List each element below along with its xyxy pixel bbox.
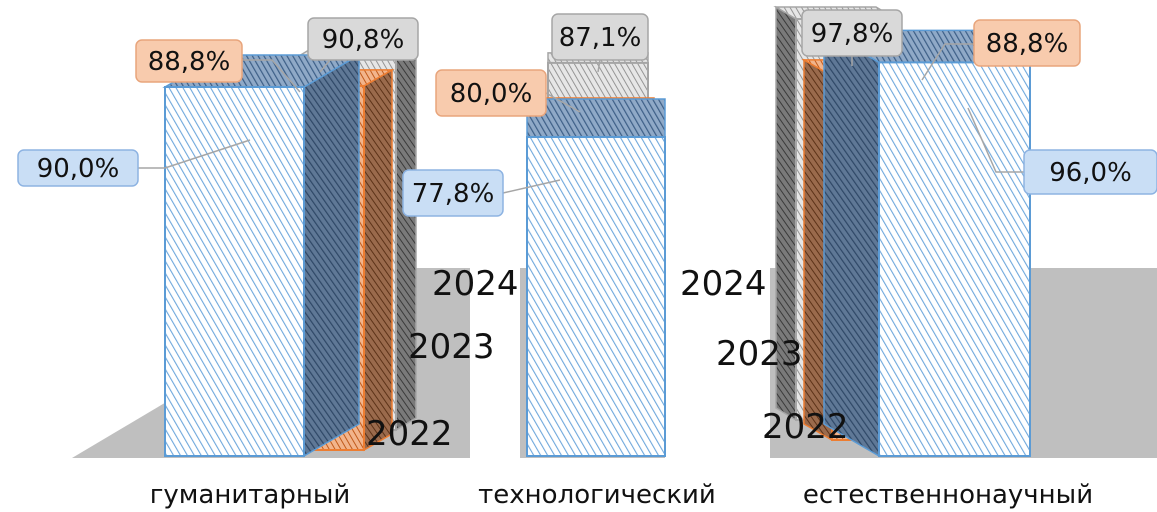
data-label-2022: 96,0%	[967, 107, 1157, 195]
data-label-text: 77,8%	[412, 179, 495, 209]
floor-gap	[470, 268, 520, 458]
bar-2022	[162, 53, 362, 458]
depth-label-left-2022: 2022	[366, 414, 453, 454]
floor-gap	[665, 268, 770, 458]
data-label-text: 90,8%	[322, 25, 405, 55]
data-label-box	[1023, 149, 1157, 195]
data-labels-layer: 90,0% 88,8% 90,8% 77,8% 80,0% 87,1% 96,0% 88,8%…	[17, 9, 1157, 217]
data-label-box	[402, 169, 504, 217]
bar-side	[823, 29, 880, 458]
category-label: технологический	[478, 480, 716, 510]
leader-line	[967, 107, 1024, 173]
leader-line	[242, 59, 301, 93]
bars-layer	[162, 5, 1033, 458]
bar-side	[303, 53, 360, 458]
data-label-box	[973, 19, 1081, 67]
data-label-box	[801, 9, 903, 57]
data-label-box	[551, 13, 649, 61]
data-label-text: 88,8%	[148, 47, 231, 77]
bar-2022	[526, 98, 666, 458]
depth-label-left-2024: 2024	[432, 264, 519, 304]
leader-line	[545, 92, 581, 113]
bar-front	[164, 86, 305, 457]
bar-2022	[821, 29, 1033, 458]
data-label-text: 97,8%	[811, 19, 894, 49]
category-labels-layer: гуманитарный технологический естественнона…	[150, 480, 1093, 510]
data-label-2024: 97,8%	[801, 9, 903, 66]
depth-label-right-2023: 2023	[716, 334, 803, 374]
depth-labels-layer: 2024 2023 2022 2024 2023 2022	[366, 264, 849, 454]
leader-line	[319, 59, 331, 73]
data-label-text: 87,1%	[559, 23, 642, 53]
data-label-2022: 77,8%	[402, 169, 561, 217]
leader-line	[597, 59, 601, 73]
depth-label-left-2023: 2023	[408, 327, 495, 367]
data-label-text: 90,0%	[37, 154, 120, 184]
data-label-2023: 88,8%	[135, 39, 301, 93]
leader-line	[502, 179, 561, 194]
data-label-box	[307, 17, 419, 61]
data-label-box	[435, 69, 547, 117]
data-label-2022: 90,0%	[17, 139, 251, 187]
depth-label-right-2022: 2022	[762, 407, 849, 447]
bar-side	[363, 68, 393, 452]
data-label-2023: 88,8%	[921, 19, 1081, 81]
category-label: естественнонаучный	[803, 480, 1093, 510]
data-label-text: 80,0%	[450, 79, 533, 109]
data-label-box	[17, 149, 139, 187]
leader-line	[921, 43, 974, 81]
depth-label-right-2024: 2024	[680, 264, 767, 304]
category-label: гуманитарный	[150, 480, 351, 510]
data-label-2024: 90,8%	[307, 17, 419, 73]
bar-front	[878, 61, 1031, 458]
bar-top	[526, 98, 666, 138]
data-label-text: 88,8%	[986, 29, 1069, 59]
data-label-2024: 87,1%	[551, 13, 649, 73]
bar-side	[395, 44, 417, 432]
data-label-text: 96,0%	[1049, 158, 1132, 188]
data-label-box	[135, 39, 243, 83]
data-label-2023: 80,0%	[435, 69, 581, 117]
bar-front	[526, 136, 666, 458]
leader-line	[138, 139, 251, 169]
